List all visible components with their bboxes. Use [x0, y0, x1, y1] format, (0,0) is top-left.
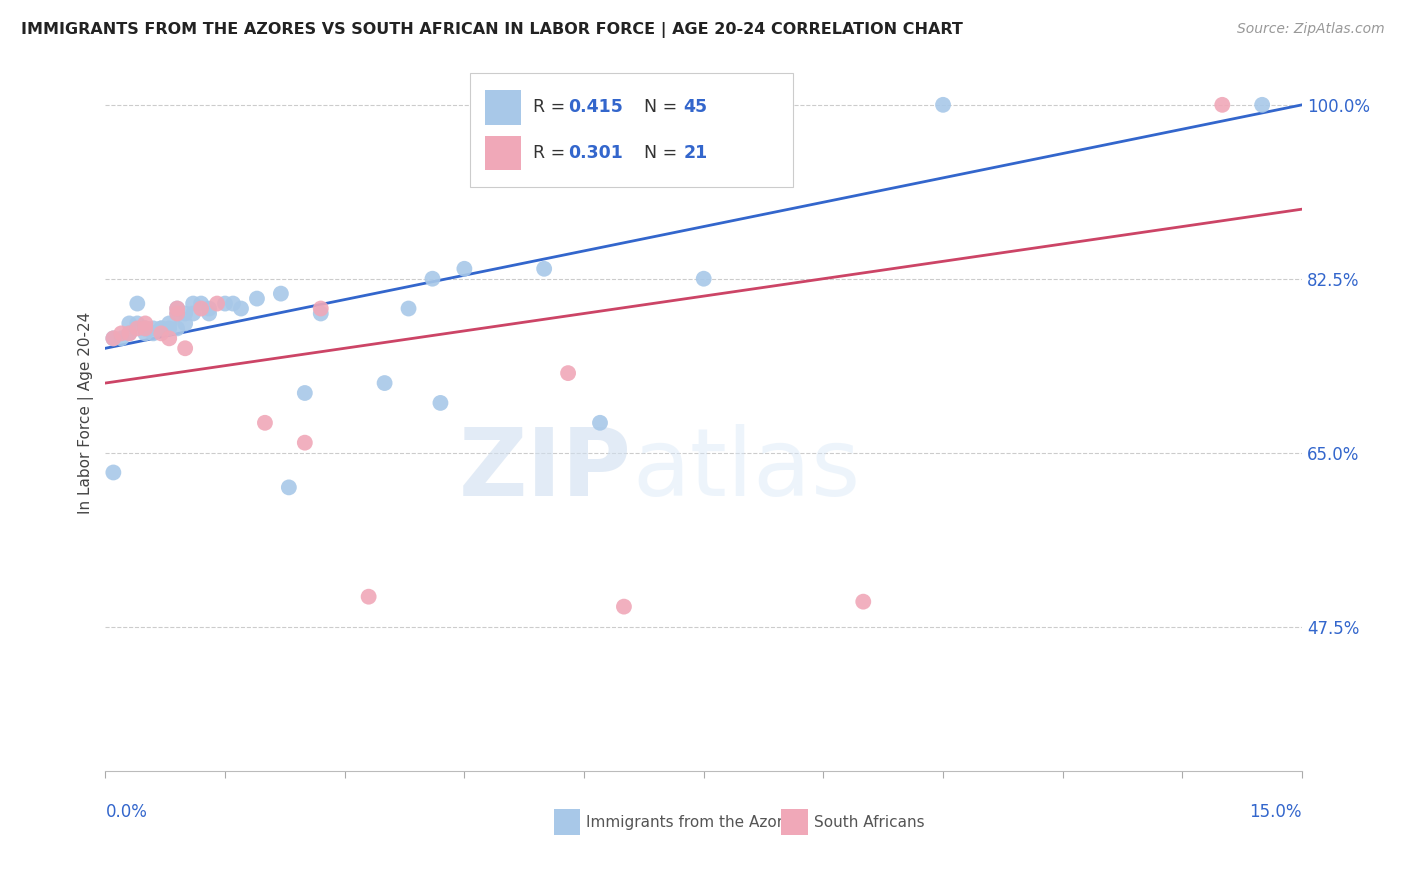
Text: 15.0%: 15.0%: [1250, 803, 1302, 821]
Text: Source: ZipAtlas.com: Source: ZipAtlas.com: [1237, 22, 1385, 37]
Point: [205, 296, 228, 310]
Text: 0.301: 0.301: [568, 145, 623, 162]
Point: [253, 416, 276, 430]
Point: [150, 321, 173, 335]
Point: [398, 301, 420, 316]
Point: [852, 595, 875, 609]
Point: [190, 296, 212, 310]
Point: [150, 321, 173, 335]
Point: [127, 296, 149, 310]
Point: [1251, 98, 1274, 112]
Point: [557, 366, 579, 380]
Text: IMMIGRANTS FROM THE AZORES VS SOUTH AFRICAN IN LABOR FORCE | AGE 20-24 CORRELATI: IMMIGRANTS FROM THE AZORES VS SOUTH AFRI…: [21, 22, 963, 38]
Point: [174, 341, 197, 355]
Point: [174, 306, 197, 320]
Point: [932, 98, 955, 112]
Point: [142, 321, 165, 335]
Point: [1211, 98, 1233, 112]
Point: [198, 301, 221, 316]
Point: [357, 590, 380, 604]
Point: [270, 286, 292, 301]
Point: [142, 326, 165, 341]
Point: [174, 317, 197, 331]
Point: [190, 301, 212, 316]
Point: [134, 321, 156, 335]
Point: [134, 326, 156, 341]
Text: ZIP: ZIP: [458, 424, 631, 516]
FancyBboxPatch shape: [782, 809, 808, 835]
Point: [166, 301, 188, 316]
Point: [246, 292, 269, 306]
Point: [157, 317, 180, 331]
Point: [422, 271, 444, 285]
Point: [110, 331, 132, 345]
Point: [374, 376, 396, 390]
Point: [134, 321, 156, 335]
Point: [127, 321, 149, 335]
Text: South Africans: South Africans: [814, 814, 924, 830]
Y-axis label: In Labor Force | Age 20-24: In Labor Force | Age 20-24: [79, 311, 94, 514]
Text: 45: 45: [683, 98, 707, 116]
Point: [103, 466, 125, 480]
Point: [118, 326, 141, 341]
Text: N =: N =: [644, 98, 683, 116]
Point: [118, 326, 141, 341]
FancyBboxPatch shape: [485, 136, 520, 170]
Text: 0.415: 0.415: [568, 98, 623, 116]
Text: atlas: atlas: [631, 424, 860, 516]
Point: [103, 331, 125, 345]
Point: [110, 326, 132, 341]
Point: [166, 321, 188, 335]
Point: [214, 296, 236, 310]
Point: [277, 480, 299, 494]
Point: [309, 306, 332, 320]
FancyBboxPatch shape: [471, 73, 793, 187]
Point: [589, 416, 612, 430]
Point: [693, 271, 716, 285]
Point: [198, 306, 221, 320]
Text: Immigrants from the Azores: Immigrants from the Azores: [586, 814, 800, 830]
FancyBboxPatch shape: [554, 809, 581, 835]
Point: [157, 321, 180, 335]
Point: [772, 98, 794, 112]
Text: R =: R =: [533, 98, 571, 116]
Text: R =: R =: [533, 145, 571, 162]
Point: [613, 599, 636, 614]
Point: [127, 317, 149, 331]
Point: [103, 331, 125, 345]
Point: [150, 326, 173, 341]
Point: [134, 321, 156, 335]
Point: [429, 396, 451, 410]
Text: N =: N =: [644, 145, 683, 162]
Point: [134, 317, 156, 331]
Point: [181, 306, 204, 320]
Point: [118, 317, 141, 331]
Point: [533, 261, 555, 276]
Point: [166, 306, 188, 320]
Point: [166, 301, 188, 316]
Point: [453, 261, 475, 276]
Point: [229, 301, 252, 316]
Point: [294, 435, 316, 450]
Point: [166, 306, 188, 320]
Text: 21: 21: [683, 145, 707, 162]
FancyBboxPatch shape: [485, 90, 520, 125]
Point: [181, 296, 204, 310]
Point: [222, 296, 245, 310]
Point: [157, 331, 180, 345]
Point: [309, 301, 332, 316]
Point: [294, 386, 316, 401]
Text: 0.0%: 0.0%: [105, 803, 148, 821]
